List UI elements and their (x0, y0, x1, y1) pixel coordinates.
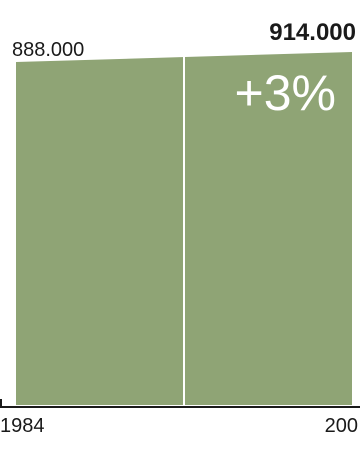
x-tick-label-start: 1984 (0, 415, 45, 437)
value-label-end: 914.000 (269, 19, 356, 46)
x-tick-label-end: 200 (325, 415, 358, 437)
change-percent-label: +3% (235, 65, 336, 121)
value-label-start: 888.000 (12, 39, 84, 61)
